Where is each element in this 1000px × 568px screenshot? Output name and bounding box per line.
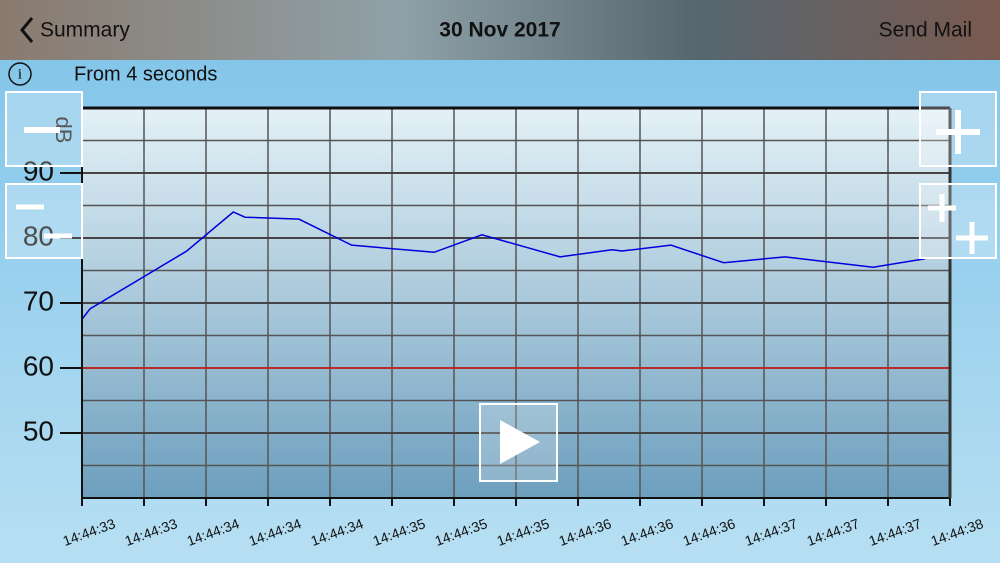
y-tick-label: 90 — [23, 155, 54, 186]
button[interactable] — [5, 183, 83, 259]
info-icon-glyph[interactable]: i — [18, 66, 22, 82]
icon — [928, 194, 988, 254]
icon — [936, 110, 980, 154]
nav-title: 30 Nov 2017 — [439, 19, 560, 42]
y-tick-label: 70 — [23, 285, 54, 316]
zoom-out-x[interactable] — [5, 183, 83, 259]
zoom-in-y[interactable] — [919, 91, 997, 167]
back-button[interactable]: Summary — [40, 19, 130, 42]
info-icon[interactable] — [8, 62, 32, 86]
y-tick-label: 50 — [23, 415, 54, 446]
send-mail-button[interactable]: Send Mail — [879, 19, 972, 42]
play-button[interactable] — [479, 403, 558, 482]
nav-bar — [0, 0, 1000, 60]
zoom-in-x[interactable] — [919, 183, 997, 259]
zoom-out-y[interactable] — [5, 91, 83, 167]
button[interactable] — [919, 183, 997, 259]
data-line — [81, 211, 926, 320]
y-tick-label: 60 — [23, 350, 54, 381]
back-icon[interactable] — [20, 17, 34, 43]
info-text: From 4 seconds — [74, 63, 217, 85]
icon — [500, 420, 540, 464]
